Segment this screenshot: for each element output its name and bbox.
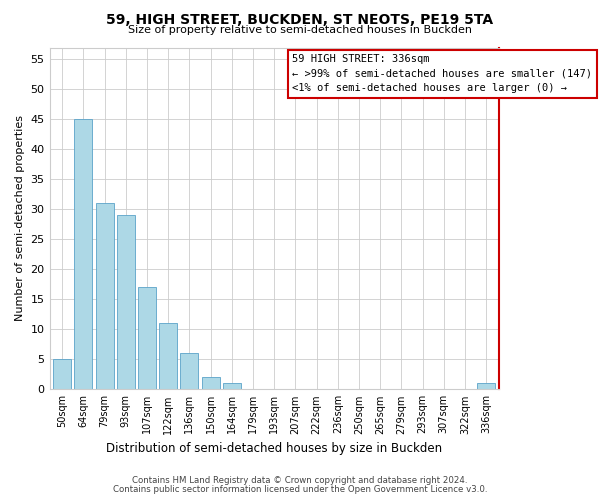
- Y-axis label: Number of semi-detached properties: Number of semi-detached properties: [15, 116, 25, 322]
- Bar: [95, 204, 113, 390]
- Bar: [138, 288, 156, 390]
- Text: 59, HIGH STREET, BUCKDEN, ST NEOTS, PE19 5TA: 59, HIGH STREET, BUCKDEN, ST NEOTS, PE19…: [106, 12, 494, 26]
- Bar: [223, 384, 241, 390]
- Bar: [74, 120, 92, 390]
- Text: Contains HM Land Registry data © Crown copyright and database right 2024.: Contains HM Land Registry data © Crown c…: [132, 476, 468, 485]
- Text: 59 HIGH STREET: 336sqm
← >99% of semi-detached houses are smaller (147)
<1% of s: 59 HIGH STREET: 336sqm ← >99% of semi-de…: [292, 54, 592, 93]
- Bar: [159, 324, 177, 390]
- Text: Contains public sector information licensed under the Open Government Licence v3: Contains public sector information licen…: [113, 485, 487, 494]
- Bar: [181, 354, 199, 390]
- Bar: [53, 360, 71, 390]
- Bar: [202, 378, 220, 390]
- Bar: [117, 216, 135, 390]
- X-axis label: Distribution of semi-detached houses by size in Buckden: Distribution of semi-detached houses by …: [106, 442, 442, 455]
- Text: Size of property relative to semi-detached houses in Buckden: Size of property relative to semi-detach…: [128, 25, 472, 35]
- Bar: [477, 384, 495, 390]
